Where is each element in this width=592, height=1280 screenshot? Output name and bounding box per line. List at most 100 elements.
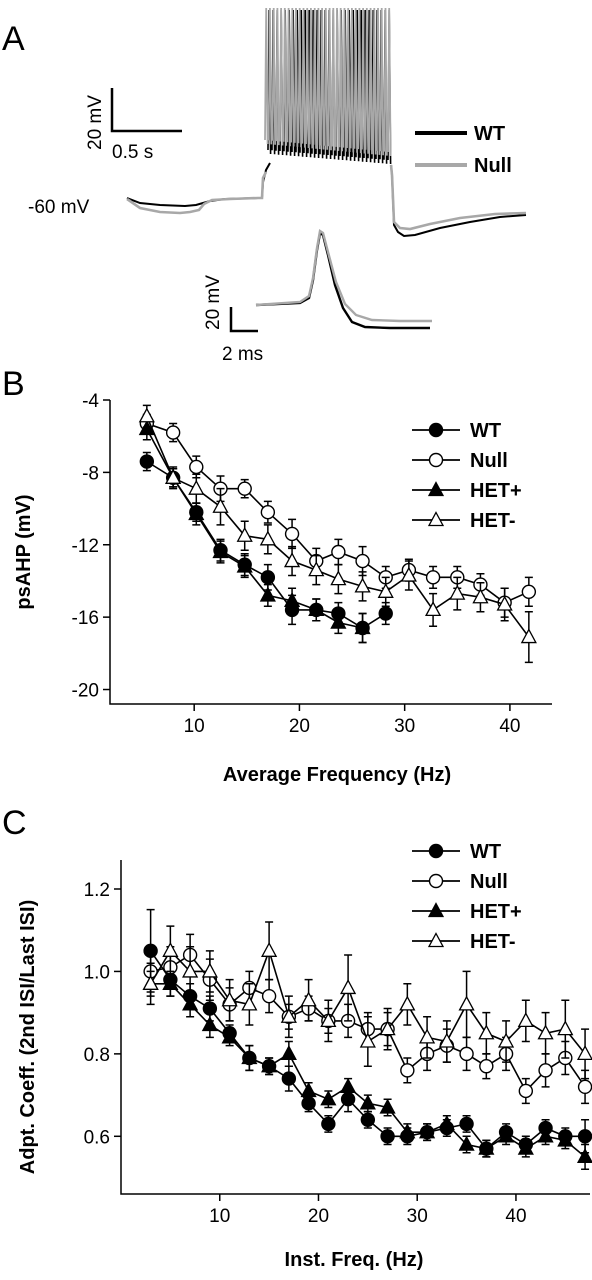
panel-b-data-point bbox=[284, 526, 300, 542]
resting-potential-label: -60 mV bbox=[28, 197, 90, 218]
panel-b-legend-marker bbox=[427, 511, 445, 527]
panel-c-data-point bbox=[261, 988, 277, 1004]
panel-c-data-point bbox=[577, 1129, 592, 1144]
panel-c-x-tick-label: 30 bbox=[407, 1206, 428, 1227]
panel-c-data-point bbox=[400, 1063, 415, 1078]
panel-b-legend-marker bbox=[428, 452, 444, 468]
panel-b-legend-marker bbox=[428, 422, 444, 438]
inset-action-potential bbox=[255, 228, 432, 330]
panel-a: A 20 mV 0.5 s -60 mV WT Null 20 mV 2 bbox=[2, 7, 527, 365]
panel-b-data-point bbox=[138, 407, 155, 423]
panel-c-data-point bbox=[221, 991, 238, 1007]
panel-c-data-point bbox=[379, 1020, 396, 1036]
panel-c-y-axis-title: Adpt. Coeff. (2nd ISI/Last ISI) bbox=[17, 900, 39, 1174]
panel-b-data-point bbox=[308, 601, 325, 617]
panel-b-line-het-minusplus bbox=[146, 428, 363, 629]
panel-b-data-point bbox=[425, 570, 441, 585]
panel-c-series-het-minusplus bbox=[142, 970, 592, 1171]
panel-c-data-point bbox=[201, 962, 218, 978]
panel-c-data-point bbox=[321, 1116, 336, 1132]
panel-label-b: B bbox=[2, 365, 25, 403]
legend-a-null-label: Null bbox=[474, 155, 512, 177]
panel-c-legend-label: Null bbox=[470, 871, 508, 893]
panel-b-data-point bbox=[189, 459, 204, 475]
panel-c-data-point bbox=[399, 995, 416, 1011]
panel-c-data-point bbox=[438, 1115, 455, 1131]
panel-c-data-point bbox=[340, 1077, 357, 1093]
inset-scale-voltage-label: 20 mV bbox=[203, 275, 224, 330]
panel-b-data-point bbox=[260, 570, 276, 585]
inset-scale-bar bbox=[229, 307, 258, 333]
panel-c-series bbox=[142, 908, 592, 1171]
scale-bar-voltage-label: 20 mV bbox=[85, 95, 106, 150]
panel-c-data-point bbox=[359, 1094, 376, 1110]
panel-b-data-point bbox=[496, 595, 513, 611]
panel-b-ticks: 10 20 30 40 -4 -8 -12 -16 -20 bbox=[72, 391, 521, 737]
panel-b-legend-label: HET- bbox=[470, 510, 516, 532]
panel-c-data-point bbox=[458, 995, 475, 1011]
panel-c-legend-marker bbox=[428, 843, 444, 859]
panel-c-data-point bbox=[458, 1135, 475, 1151]
panel-c-series-het-minus bbox=[142, 921, 592, 1080]
panel-c-data-point bbox=[182, 995, 199, 1011]
panel-c-y-tick-label: 0.8 bbox=[84, 1045, 110, 1066]
panel-b-axes bbox=[109, 400, 552, 705]
panel-b-data-point bbox=[237, 481, 252, 496]
panel-b-data-point bbox=[236, 526, 253, 542]
scale-bar bbox=[110, 88, 182, 133]
panel-b-legend-label: WT bbox=[470, 420, 501, 442]
panel-c-data-point bbox=[280, 1044, 297, 1061]
panel-c-data-point bbox=[280, 1007, 297, 1023]
panel-b-data-point bbox=[236, 557, 253, 573]
panel-c-data-point bbox=[577, 1079, 592, 1095]
legend-a-wt-label: WT bbox=[474, 123, 505, 145]
panel-c-data-point bbox=[320, 1090, 337, 1106]
panel-b-data-point bbox=[330, 613, 347, 629]
panel-c-data-point bbox=[517, 1139, 534, 1155]
panel-c-legend-label: HET- bbox=[470, 931, 516, 953]
panel-c-data-point bbox=[241, 995, 258, 1011]
inset-scale-time-label: 2 ms bbox=[222, 344, 263, 365]
panel-c-legend-label: HET+ bbox=[470, 901, 522, 923]
panel-c-data-point bbox=[162, 974, 179, 990]
panel-b-data-point bbox=[259, 530, 276, 546]
panel-b-data-point bbox=[449, 584, 466, 600]
panel-c-data-point bbox=[261, 941, 278, 957]
panel-c-x-axis-title: Inst. Freq. (Hz) bbox=[285, 1249, 424, 1271]
panel-b-data-point bbox=[283, 552, 301, 568]
panel-c-data-point bbox=[537, 1024, 554, 1040]
panel-b-data-point bbox=[378, 606, 393, 621]
panel-b-data-point bbox=[212, 497, 229, 513]
panel-b-data-point bbox=[520, 628, 537, 644]
panel-b-data-point bbox=[165, 468, 182, 484]
panel-c-data-point bbox=[497, 1127, 515, 1143]
panel-c-data-point bbox=[360, 1112, 376, 1128]
panel-b-data-point bbox=[212, 543, 229, 559]
panel-c-y-tick-label: 1.2 bbox=[84, 880, 110, 901]
panel-c-data-point bbox=[557, 1020, 574, 1036]
panel-b-series-het-minus bbox=[138, 404, 537, 664]
panel-c-legend: WT Null HET+ HET- bbox=[412, 841, 522, 953]
panel-b-data-point bbox=[424, 601, 442, 617]
panel-b-x-tick-label: 20 bbox=[289, 716, 310, 737]
panel-c-data-point bbox=[517, 1012, 534, 1028]
panel-b-data-point bbox=[259, 586, 276, 602]
scale-bar-time-label: 0.5 s bbox=[112, 142, 153, 163]
panel-c-data-point bbox=[281, 1071, 297, 1086]
panel-c-data-point bbox=[201, 1016, 218, 1032]
panel-b-data-point bbox=[138, 420, 155, 436]
panel-c-data-point bbox=[300, 1082, 317, 1098]
panel-b-y-axis-title: psAHP (mV) bbox=[13, 494, 35, 609]
panel-b-y-tick-label: -20 bbox=[72, 681, 99, 702]
panel-c-data-point bbox=[340, 979, 357, 995]
panel-b-x-tick-label: 30 bbox=[394, 716, 415, 737]
panel-c-data-point bbox=[162, 941, 179, 957]
panel-b-data-point bbox=[308, 561, 325, 577]
panel-c-data-point bbox=[379, 1098, 396, 1114]
panel-label-a: A bbox=[2, 20, 25, 58]
panel-c-x-tick-label: 10 bbox=[209, 1206, 230, 1227]
panel-c-data-point bbox=[538, 1063, 553, 1078]
panel-c-y-tick-label: 0.6 bbox=[84, 1127, 110, 1148]
panel-c-data-point bbox=[241, 1049, 258, 1065]
